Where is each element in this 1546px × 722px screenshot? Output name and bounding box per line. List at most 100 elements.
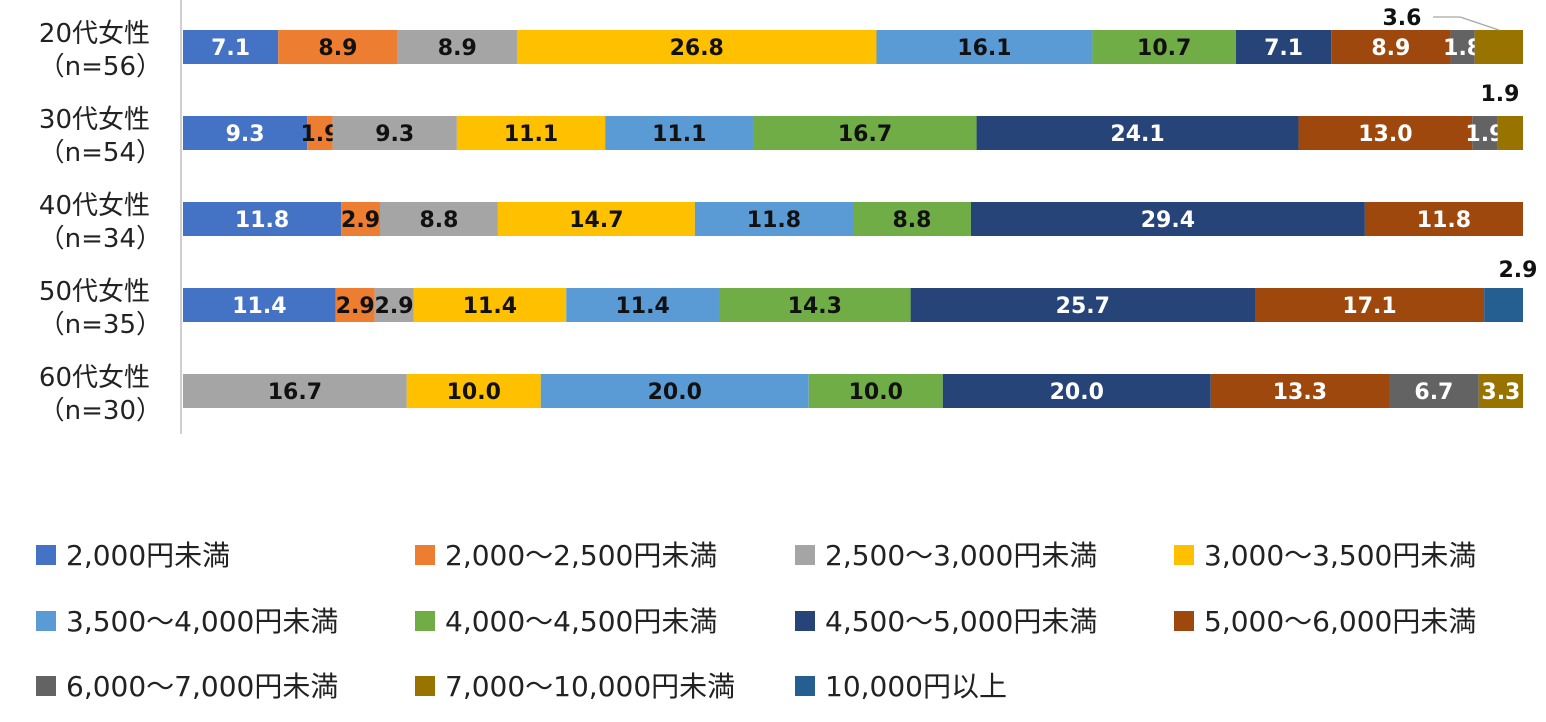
- data-label: 10.7: [1137, 36, 1191, 61]
- data-label: 8.8: [419, 208, 458, 233]
- legend-swatch: [415, 676, 435, 696]
- bar-segment: [1478, 374, 1523, 408]
- category-n-label: （n=30）: [39, 396, 162, 426]
- legend-swatch: [795, 676, 815, 696]
- legend-label: 3,000～3,500円未満: [1204, 539, 1476, 572]
- bar-segment: [183, 288, 336, 322]
- bar-segment: [406, 374, 541, 408]
- bar-segment: [1450, 30, 1475, 64]
- bar-segment: [183, 30, 279, 64]
- bar-segment: [183, 374, 407, 408]
- bar-segment: [753, 116, 977, 150]
- bar-segment: [497, 202, 695, 236]
- data-label: 13.0: [1358, 122, 1412, 147]
- data-label: 25.7: [1056, 294, 1110, 319]
- legend-swatch: [415, 545, 435, 565]
- leader-line: [1459, 16, 1500, 31]
- data-label: 10.0: [849, 380, 903, 405]
- bar-segment: [332, 116, 457, 150]
- bar-segment: [808, 374, 943, 408]
- bar-segment: [379, 202, 498, 236]
- category-label: 30代女性: [39, 105, 150, 135]
- data-label: 8.9: [438, 36, 477, 61]
- data-label: 2.9: [375, 294, 414, 319]
- bar-segment: [397, 30, 517, 64]
- data-label-outside: 1.9: [1481, 82, 1520, 107]
- bar-segment: [278, 30, 398, 64]
- data-label: 14.7: [569, 208, 623, 233]
- bar-segment: [413, 288, 567, 322]
- data-label: 11.8: [1417, 208, 1471, 233]
- data-label: 10.0: [447, 380, 501, 405]
- legend-swatch: [1174, 611, 1194, 631]
- legend-label: 6,000～7,000円未満: [66, 670, 338, 703]
- bar-segment: [694, 202, 853, 236]
- data-label: 14.3: [788, 294, 842, 319]
- bar-segment: [605, 116, 754, 150]
- bar-segment: [1210, 374, 1389, 408]
- bar-segment: [566, 288, 719, 322]
- bar-segment: [183, 202, 342, 236]
- category-n-label: （n=35）: [39, 310, 162, 340]
- data-label-outside: 3.6: [1383, 6, 1422, 31]
- data-label: 20.0: [648, 380, 702, 405]
- bar-segment: [1331, 30, 1451, 64]
- legend-label: 4,500～5,000円未満: [825, 605, 1097, 638]
- data-label: 11.8: [235, 208, 289, 233]
- category-n-label: （n=56）: [39, 52, 162, 82]
- bar-segment: [307, 116, 333, 150]
- data-label: 11.1: [652, 122, 706, 147]
- bar-segment: [853, 202, 971, 236]
- bar-segment: [1484, 288, 1523, 322]
- legend-label: 5,000～6,000円未満: [1204, 605, 1476, 638]
- legend-swatch: [415, 611, 435, 631]
- data-label: 9.3: [226, 122, 265, 147]
- data-label: 17.1: [1342, 294, 1396, 319]
- bar-segment: [540, 374, 809, 408]
- data-label: 9.3: [375, 122, 414, 147]
- legend-label: 4,000～4,500円未満: [445, 605, 717, 638]
- data-label: 24.1: [1110, 122, 1164, 147]
- data-label: 7.1: [211, 36, 250, 61]
- category-label: 40代女性: [39, 191, 150, 221]
- bar-segment: [456, 116, 606, 150]
- data-label: 7.1: [1264, 36, 1303, 61]
- category-label: 50代女性: [39, 277, 150, 307]
- bar-segment: [1298, 116, 1473, 150]
- bar-segment: [910, 288, 1255, 322]
- bar-segment: [942, 374, 1211, 408]
- legend-label: 10,000円以上: [825, 670, 1007, 703]
- data-label: 11.4: [232, 294, 286, 319]
- bar-segment: [183, 116, 308, 150]
- data-label: 26.8: [670, 36, 724, 61]
- data-label: 11.4: [463, 294, 517, 319]
- legend-swatch: [36, 676, 56, 696]
- data-label: 20.0: [1050, 380, 1104, 405]
- data-label: 13.3: [1273, 380, 1327, 405]
- legend-label: 7,000～10,000円未満: [445, 670, 735, 703]
- data-label: 16.1: [957, 36, 1011, 61]
- bar-segment: [335, 288, 375, 322]
- data-label: 2.9: [341, 208, 380, 233]
- bar-segment: [1497, 116, 1523, 150]
- bar-segment: [1235, 30, 1332, 64]
- data-label: 6.7: [1414, 380, 1453, 405]
- data-label: 8.9: [318, 36, 357, 61]
- legend-swatch: [36, 611, 56, 631]
- data-label-outside: 2.9: [1499, 258, 1538, 283]
- legend-swatch: [795, 611, 815, 631]
- bar-segment: [1389, 374, 1479, 408]
- bar-segment: [1474, 30, 1523, 64]
- legend-label: 2,000円未満: [66, 539, 230, 572]
- category-label: 20代女性: [39, 19, 150, 49]
- data-label: 29.4: [1141, 208, 1195, 233]
- category-n-label: （n=54）: [39, 138, 162, 168]
- data-label: 11.1: [504, 122, 558, 147]
- bar-segment: [1472, 116, 1498, 150]
- data-label: 11.8: [747, 208, 801, 233]
- data-label: 16.7: [838, 122, 892, 147]
- data-label: 8.9: [1371, 36, 1410, 61]
- category-label: 60代女性: [39, 363, 150, 393]
- data-label: 11.4: [615, 294, 669, 319]
